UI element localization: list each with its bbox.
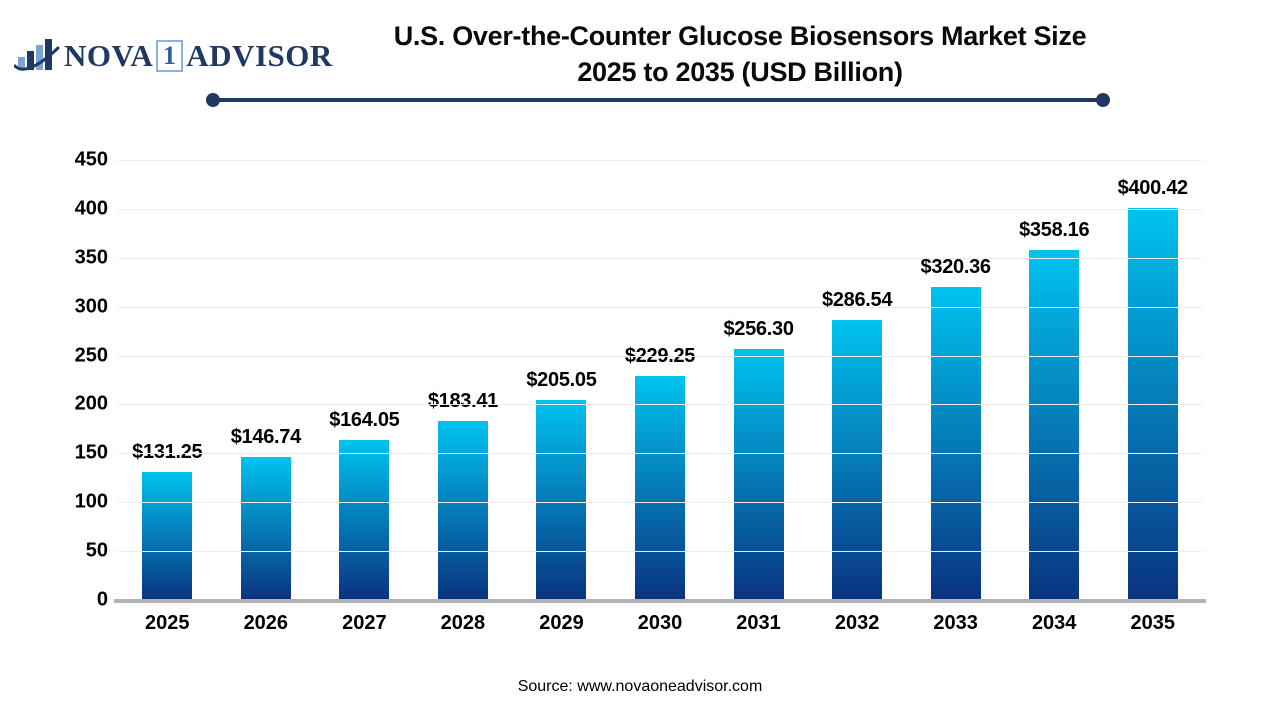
bar-value-label-2028: $183.41 — [427, 389, 499, 412]
y-axis-tick-label-400: 400 — [74, 197, 108, 220]
bar-value-label-2031: $256.30 — [723, 318, 794, 341]
bar-slot-2027: $164.05 — [315, 160, 414, 600]
gridline-150 — [118, 453, 1202, 455]
y-axis: 0 50 100 150 200 250 300 350 400 450 — [58, 149, 108, 611]
y-axis-tick-label-0: 0 — [96, 588, 108, 611]
y-axis-tick-label-300: 300 — [74, 295, 108, 318]
bar-value-label-2035: $400.42 — [1117, 177, 1189, 200]
gridline-450 — [118, 160, 1202, 161]
x-axis-tick-label-2031: 2031 — [736, 612, 781, 634]
nova-one-advisor-logo: NOVA 1 ADVISOR — [14, 36, 333, 76]
bar-value-label-2026: $146.74 — [230, 425, 302, 448]
bar-slot-2029: $205.05 — [512, 160, 611, 600]
bar-slot-2035: $400.42 — [1103, 160, 1202, 600]
bar-value-label-2033: $320.36 — [920, 255, 992, 278]
bar-2032 — [832, 319, 883, 600]
bar-slot-2031: $256.30 — [709, 160, 808, 600]
y-axis-tick-label-150: 150 — [74, 441, 108, 464]
bar-slot-2030: $229.25 — [611, 160, 710, 600]
y-axis-tick-label-50: 50 — [85, 539, 108, 562]
x-axis: 2025 2026 2027 2028 2029 2030 2031 2032 2033 2034… — [118, 612, 1202, 635]
gridline-350 — [118, 257, 1202, 259]
y-axis-tick-label-100: 100 — [74, 490, 108, 513]
x-axis-tick-label-2032: 2032 — [834, 612, 880, 634]
chart-title-line1: U.S. Over-the-Counter Glucose Biosensors… — [393, 21, 1087, 51]
bar-2035 — [1127, 208, 1178, 600]
plot-area: $131.25 $146.74 $164.05 $183.41 $205.05 $229.… — [114, 160, 1206, 603]
bars-row: $131.25 $146.74 $164.05 $183.41 $205.05 $229.… — [118, 160, 1202, 600]
x-axis-tick-label-2033: 2033 — [933, 612, 978, 634]
bar-slot-2034: $358.16 — [1005, 160, 1104, 600]
bar-slot-2028: $183.41 — [414, 160, 513, 600]
bar-value-label-2029: $205.05 — [526, 368, 597, 391]
y-axis-tick-label-250: 250 — [74, 344, 108, 367]
bar-value-label-2034: $358.16 — [1019, 218, 1090, 241]
underline-right-dot — [1096, 93, 1110, 107]
bar-2027 — [339, 439, 390, 600]
bar-value-label-2025: $131.25 — [132, 440, 203, 463]
gridline-100 — [118, 502, 1202, 504]
bar-2034 — [1029, 249, 1080, 600]
x-axis-tick-label-2027: 2027 — [342, 612, 387, 634]
bar-2028 — [437, 420, 488, 600]
x-axis-tick-label-2025: 2025 — [145, 612, 190, 634]
gridline-50 — [118, 551, 1202, 553]
bar-value-label-2027: $164.05 — [329, 408, 400, 431]
bar-2030 — [635, 375, 685, 600]
x-axis-tick-label-2030: 2030 — [637, 612, 683, 634]
gridline-250 — [118, 355, 1202, 357]
bar-2033 — [930, 286, 981, 600]
chart-title-line2: 2025 to 2035 (USD Billion) — [577, 57, 903, 87]
gridline-200 — [118, 404, 1202, 406]
logo-wordmark: NOVA 1 ADVISOR — [64, 38, 333, 74]
x-axis-baseline — [114, 599, 1206, 603]
x-axis-tick-label-2026: 2026 — [243, 612, 289, 634]
bar-slot-2026: $146.74 — [217, 160, 316, 600]
logo-text-nova: NOVA — [64, 38, 154, 73]
bar-value-label-2032: $286.54 — [822, 288, 893, 311]
logo-text-advisor: ADVISOR — [186, 38, 333, 73]
x-axis-tick-label-2028: 2028 — [440, 612, 486, 634]
bar-slot-2032: $286.54 — [808, 160, 907, 600]
y-axis-tick-label-350: 350 — [74, 246, 108, 269]
title-underline — [206, 93, 1110, 107]
x-axis-tick-label-2035: 2035 — [1130, 612, 1175, 634]
bar-2025 — [142, 471, 193, 600]
chart-title: U.S. Over-the-Counter Glucose Biosensors… — [280, 18, 1200, 90]
x-axis-tick-label-2029: 2029 — [539, 612, 584, 634]
y-axis-tick-label-450: 450 — [74, 148, 108, 171]
underline-left-dot — [206, 93, 220, 107]
bar-slot-2033: $320.36 — [906, 160, 1005, 600]
bar-slot-2025: $131.25 — [118, 160, 217, 600]
bar-2026 — [240, 456, 291, 600]
gridline-300 — [118, 306, 1202, 308]
x-axis-tick-label-2034: 2034 — [1031, 612, 1077, 634]
gridline-400 — [118, 208, 1202, 210]
logo-boxed-one: 1 — [156, 40, 184, 72]
y-axis-tick-label-200: 200 — [74, 392, 108, 415]
bar-chart-swoosh-icon — [14, 39, 60, 71]
bar-2031 — [733, 349, 784, 600]
source-text: Source: www.novaoneadvisor.com — [517, 678, 763, 695]
bar-2029 — [536, 399, 587, 600]
